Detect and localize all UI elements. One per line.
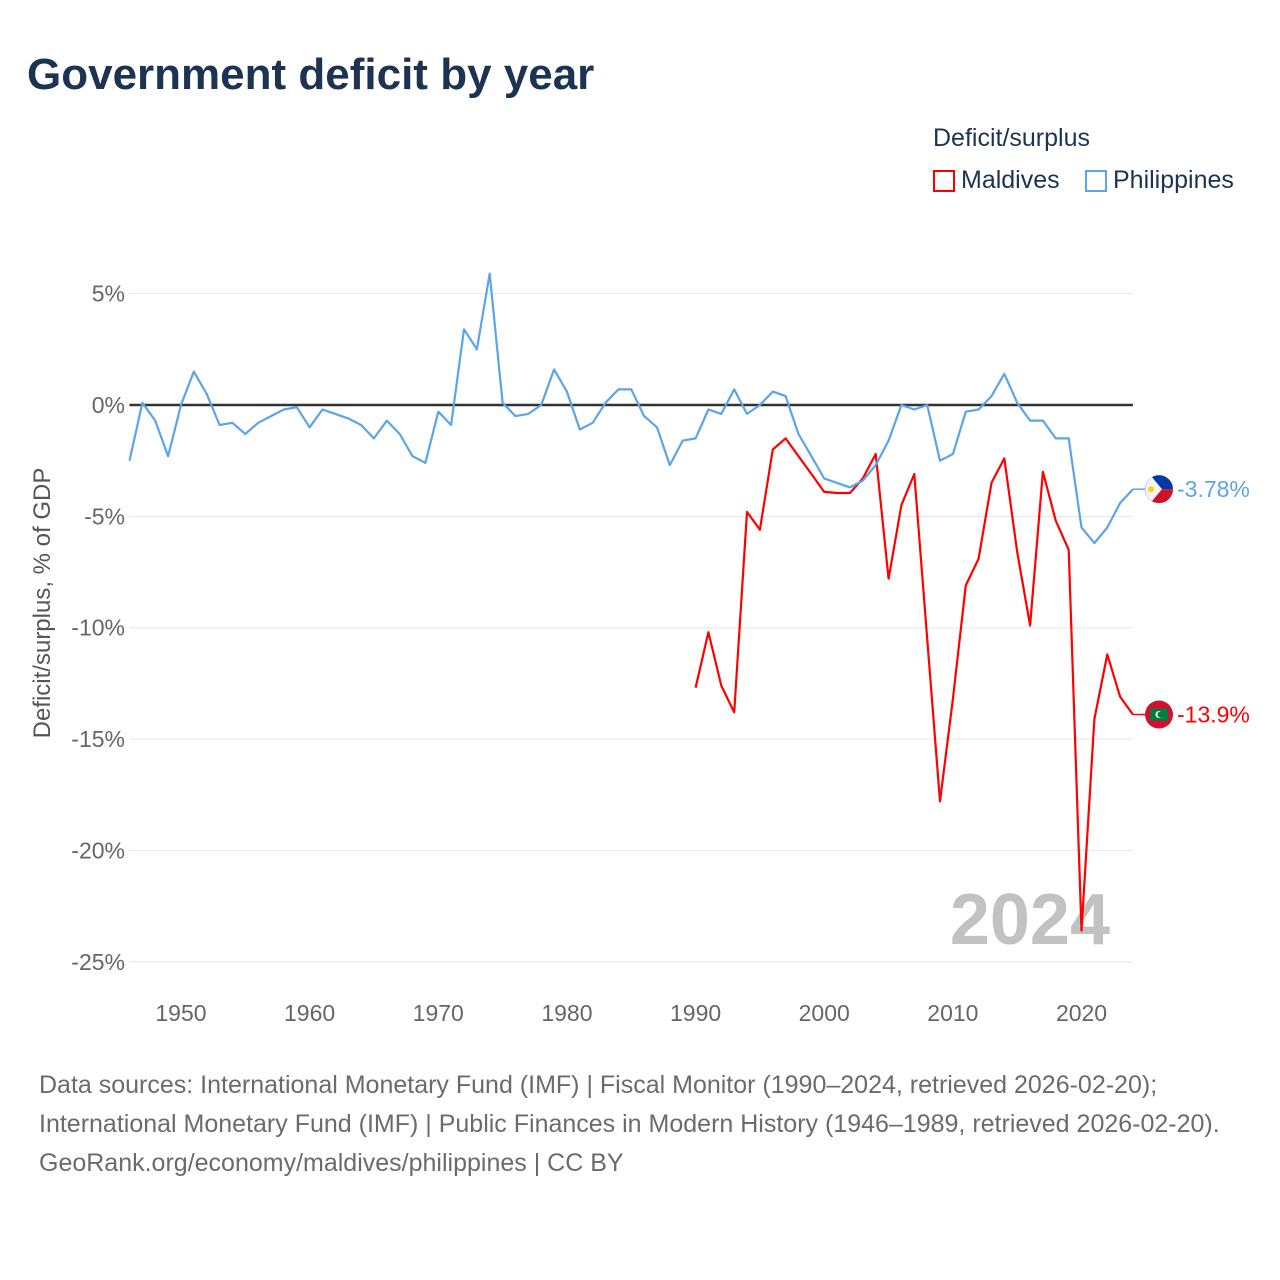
y-tick-label: -20% — [71, 837, 125, 863]
chart-title: Government deficit by year — [27, 50, 595, 99]
end-value-label: -13.9% — [1177, 702, 1250, 728]
line-chart: 5% 0% -5% -10% -15% -20% -25% 1950 1960 1970 1980 1… — [29, 272, 1250, 1026]
credit-link[interactable]: GeoRank.org/economy/maldives/philippines… — [39, 1149, 624, 1177]
legend-label: Philippines — [1113, 166, 1234, 194]
x-tick-label: 2020 — [1056, 1000, 1107, 1026]
y-tick-label: -15% — [71, 726, 125, 752]
series-line-maldives — [694, 437, 1134, 932]
series-line-philippines — [128, 272, 1134, 545]
legend-title: Deficit/surplus — [933, 124, 1090, 152]
footer: Data sources: International Monetary Fun… — [39, 1066, 1239, 1183]
y-tick-label: 0% — [92, 392, 125, 418]
legend-label: Maldives — [961, 166, 1060, 194]
x-tick-label: 1990 — [670, 1000, 721, 1026]
y-tick-label: 5% — [92, 281, 125, 307]
x-tick-label: 1970 — [413, 1000, 464, 1026]
x-tick-label: 2000 — [799, 1000, 850, 1026]
y-axis-label: Deficit/surplus, % of GDP — [29, 468, 56, 739]
legend-swatch-philippines — [1085, 169, 1107, 192]
x-tick-label: 1960 — [284, 1000, 335, 1026]
legend-item-maldives[interactable]: Maldives — [933, 166, 1060, 195]
y-tick-label: -10% — [71, 615, 125, 641]
flag-part — [1157, 711, 1164, 718]
y-tick-label: -5% — [84, 503, 125, 529]
year-watermark: 2024 — [950, 880, 1110, 960]
end-value-label: -3.78% — [1177, 476, 1250, 502]
y-tick-label: -25% — [71, 949, 125, 975]
flag-philippines-icon — [1145, 475, 1174, 504]
x-tick-label: 2010 — [927, 1000, 978, 1026]
legend-item-philippines[interactable]: Philippines — [1085, 166, 1234, 195]
x-tick-label: 1980 — [541, 1000, 592, 1026]
legend-swatch-maldives — [933, 169, 955, 192]
data-sources: Data sources: International Monetary Fun… — [39, 1071, 1220, 1138]
flag-part — [1148, 486, 1154, 493]
flag-maldives-icon — [1145, 700, 1173, 729]
x-tick-label: 1950 — [155, 1000, 206, 1026]
